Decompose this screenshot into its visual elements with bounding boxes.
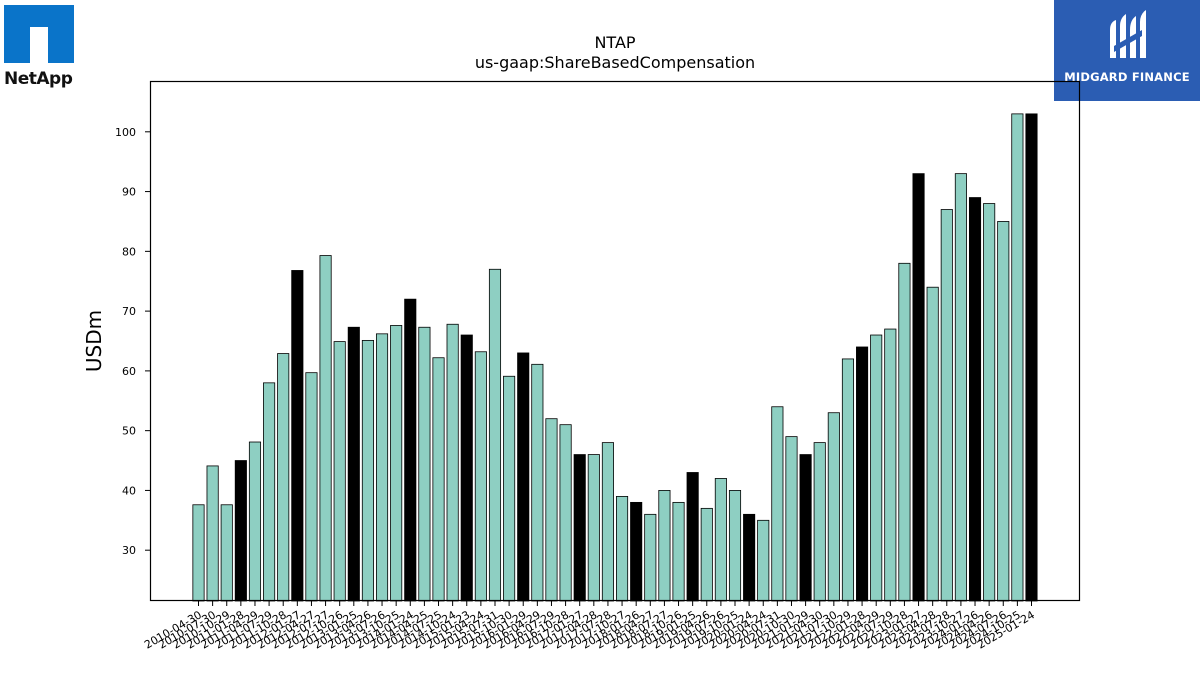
bar-2017-10-27 [616, 495, 629, 602]
bar-2023-07-28 [940, 209, 953, 602]
bar-2022-10-28 [898, 262, 911, 602]
bar-2012-10-26 [333, 341, 346, 602]
bar-2017-07-28 [601, 442, 614, 602]
bar-2019-07-26 [714, 478, 727, 602]
y-tick-label: 30 [122, 544, 136, 557]
bar-2016-01-29 [517, 352, 530, 602]
bar-2024-07-26 [997, 221, 1010, 602]
bar-2022-04-29 [870, 334, 883, 602]
bar-2011-04-29 [248, 441, 262, 602]
bar-2012-04-27 [305, 372, 318, 602]
bar-2013-10-25 [390, 325, 403, 602]
bar-2014-04-25 [418, 326, 431, 602]
bar-2021-10-29 [841, 358, 854, 602]
bar-2021-01-29 [799, 454, 812, 602]
bar-2020-07-31 [771, 406, 784, 602]
bar-2020-01-24 [743, 513, 756, 602]
y-tick-label: 60 [122, 365, 136, 378]
y-tick-label: 100 [115, 126, 136, 139]
y-tick-label: 90 [122, 186, 136, 199]
bar-2018-10-26 [672, 501, 685, 602]
bar-2022-01-28 [856, 346, 869, 602]
bar-2022-07-29 [884, 328, 897, 602]
bar-2013-04-26 [361, 339, 374, 602]
netapp-logo-icon [4, 5, 74, 63]
netapp-logo-text: NetApp [4, 69, 73, 89]
chart-title: NTAP [594, 33, 635, 52]
bar-2016-10-28 [559, 424, 572, 602]
bars-group [192, 113, 1038, 602]
bar-2011-01-28 [234, 460, 247, 602]
bar-2018-04-27 [644, 513, 657, 602]
bar-2011-10-28 [277, 353, 290, 602]
bar-2014-07-25 [432, 357, 445, 602]
bar-2014-10-24 [446, 323, 459, 602]
y-tick-label: 70 [122, 305, 136, 318]
bar-2023-04-28 [926, 286, 939, 602]
bar-2017-04-28 [587, 454, 600, 602]
x-axis-ticks: 2010-04-302010-07-302010-10-292011-01-28… [142, 601, 1037, 652]
bar-2013-07-26 [375, 333, 389, 602]
bar-2018-01-26 [630, 501, 643, 602]
midgard-finance-logo: MIDGARD FINANCE [1054, 0, 1200, 101]
bar-2023-10-27 [954, 173, 967, 602]
bar-2020-04-24 [757, 519, 770, 602]
bar-2010-04-30 [192, 504, 205, 602]
y-tick-label: 80 [122, 245, 136, 258]
bar-2012-01-27 [291, 270, 304, 602]
bar-2010-07-30 [206, 465, 219, 602]
y-axis-ticks: 30 40 50 60 70 80 90 100 [115, 126, 150, 557]
bar-2011-07-29 [263, 382, 276, 602]
bar-2015-07-31 [488, 268, 502, 602]
bar-2015-10-30 [503, 375, 516, 602]
bar-2021-04-30 [813, 442, 826, 602]
bar-2019-01-25 [686, 472, 699, 602]
bar-2021-07-30 [827, 412, 840, 602]
bar-2017-01-27 [573, 454, 586, 602]
bar-2020-10-30 [785, 436, 798, 602]
y-tick-label: 50 [122, 425, 136, 438]
bar-2013-01-25 [347, 326, 360, 602]
plot-frame [149, 80, 1081, 602]
bar-2015-04-24 [474, 351, 487, 602]
bar-2024-04-26 [983, 203, 996, 602]
midgard-logo-text: MIDGARD FINANCE [1064, 70, 1190, 84]
midgard-logo-icon [1110, 10, 1146, 58]
bar-2025-01-24 [1025, 113, 1038, 602]
bar-2018-07-27 [658, 490, 671, 602]
bar-2024-01-26 [968, 197, 982, 602]
chart-subtitle: us-gaap:ShareBasedCompensation [475, 53, 755, 72]
bar-2016-04-29 [531, 363, 544, 602]
bar-2019-04-26 [700, 507, 713, 602]
bar-2019-10-25 [728, 490, 742, 602]
y-tick-label: 40 [122, 484, 136, 497]
y-axis-label: USDm [82, 310, 106, 372]
bar-2023-01-27 [912, 173, 925, 602]
bar-2024-10-25 [1011, 113, 1024, 602]
bar-2014-01-24 [404, 298, 417, 602]
bar-2016-07-29 [545, 418, 558, 602]
bar-2012-07-27 [319, 255, 332, 602]
bar-2015-01-23 [460, 334, 473, 602]
bar-2010-10-29 [220, 504, 233, 602]
netapp-logo: NetApp [4, 5, 94, 95]
